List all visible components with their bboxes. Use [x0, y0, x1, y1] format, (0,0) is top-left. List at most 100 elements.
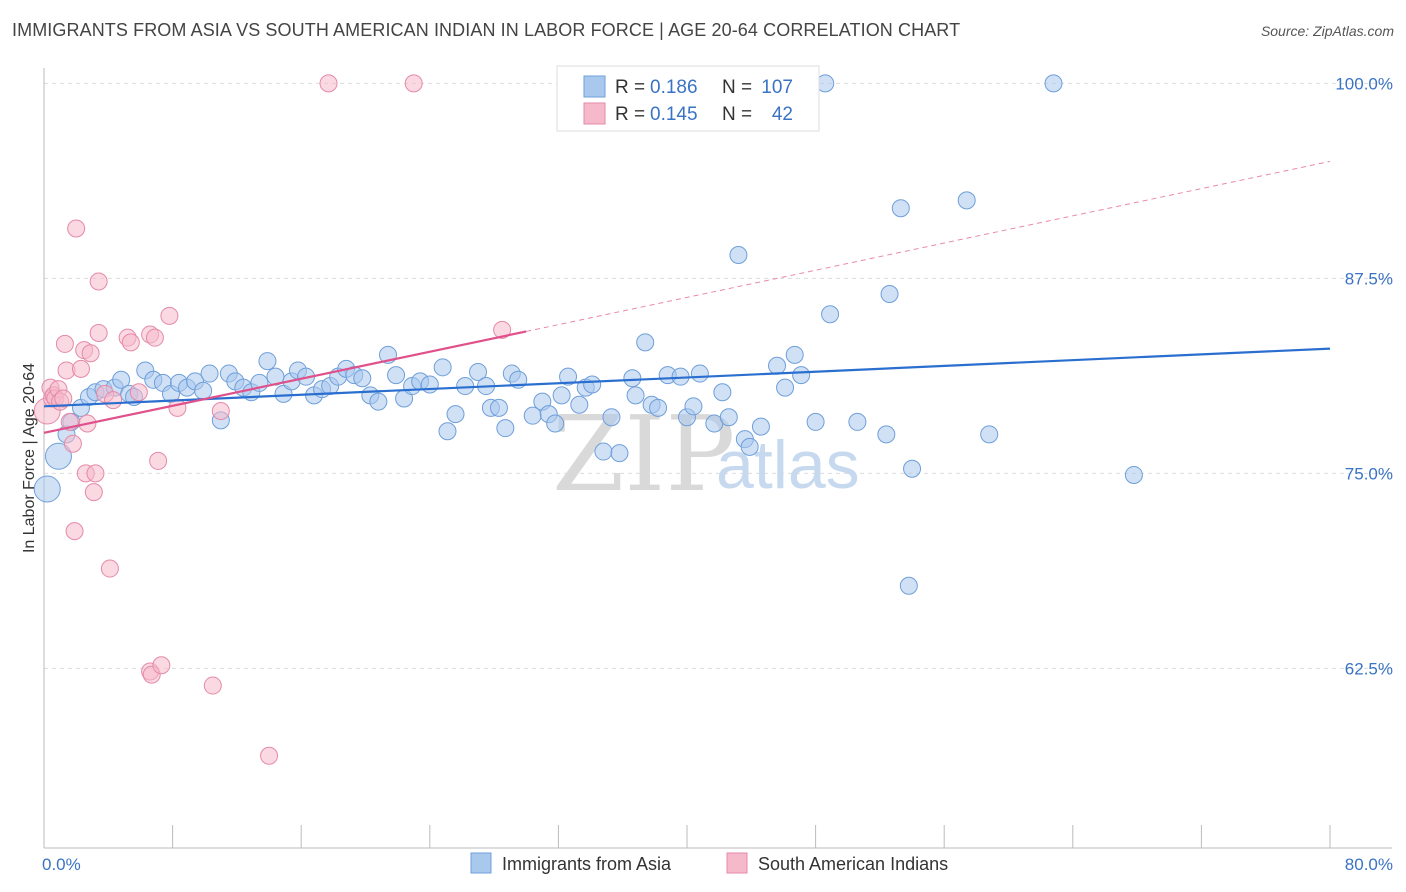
asia-point [1124, 465, 1143, 484]
south-american-indian-point [152, 656, 171, 675]
y-tick-label: 87.5% [1345, 269, 1393, 288]
axes [43, 68, 1392, 849]
stats-n-label-pink: N = [722, 104, 752, 125]
asia-point [583, 375, 602, 394]
south-american-indian-point [63, 434, 82, 453]
stats-swatch-blue [583, 75, 606, 98]
asia-point [877, 425, 896, 444]
asia-point [33, 475, 61, 503]
south-american-indian-point [71, 359, 90, 378]
asia-point [438, 422, 457, 441]
asia-point [44, 442, 72, 470]
asia-point [559, 367, 578, 386]
trend-line-extension [526, 160, 1331, 332]
y-tick-label: 62.5% [1345, 659, 1393, 678]
legend-swatch-asia [470, 852, 492, 874]
asia-point [546, 414, 565, 433]
south-american-indian-point [129, 383, 148, 402]
x-tick-label: 80.0% [1345, 855, 1393, 874]
asia-point [903, 459, 922, 478]
watermark-zip: ZIP [552, 393, 735, 515]
asia-point [899, 576, 918, 595]
south-american-indian-point [89, 272, 108, 291]
asia-point [792, 366, 811, 385]
asia-point [740, 437, 759, 456]
legend-swatch-south-american-indians [726, 852, 748, 874]
asia-point [776, 378, 795, 397]
south-american-indian-point [493, 320, 512, 339]
asia-point [684, 397, 703, 416]
asia-point [469, 363, 488, 381]
trend-line-south-american-indians [43, 330, 527, 434]
asia-point [957, 191, 976, 210]
asia-point [552, 386, 571, 405]
y-tick-label: 100.0% [1335, 74, 1393, 93]
south-american-indian-point [160, 306, 179, 325]
stats-r-value-blue: 0.186 [650, 77, 698, 98]
south-american-indian-point [404, 74, 423, 93]
south-american-indian-point [145, 328, 164, 347]
asia-point [570, 395, 589, 414]
stats-r-label-blue: R = [615, 77, 645, 98]
south-american-indian-point [168, 398, 187, 417]
south-american-indian-point [84, 483, 103, 502]
stats-n-value-blue: 107 [761, 77, 793, 98]
south-american-indian-point [104, 391, 123, 410]
y-axis-label-group: In Labor Force | Age 20-64 [21, 363, 38, 553]
asia-point [353, 369, 372, 388]
asia-point [980, 425, 999, 444]
stats-legend-box: R = 0.186 N = 107 R = 0.145 N = 42 [556, 65, 820, 132]
asia-point [420, 375, 439, 394]
south-american-indian-point [67, 219, 86, 238]
chart-title: IMMIGRANTS FROM ASIA VS SOUTH AMERICAN I… [12, 20, 961, 40]
stats-n-value-pink: 42 [772, 104, 793, 125]
south-american-indian-point [100, 559, 119, 578]
stats-n-label-blue: N = [722, 77, 752, 98]
asia-point [806, 412, 825, 431]
asia-point [369, 392, 388, 411]
south-american-indian-point [81, 344, 100, 363]
y-axis-label: In Labor Force | Age 20-64 [21, 363, 38, 553]
south-american-indian-point [260, 746, 279, 765]
south-american-indian-point [65, 522, 84, 541]
south-american-indian-point [89, 324, 108, 342]
legend-label-south-american-indians: South American Indians [758, 854, 948, 874]
asia-point [751, 417, 770, 436]
tick-labels: 100.0% 87.5% 75.0% 62.5% 0.0% 80.0% [42, 74, 1393, 874]
asia-point [690, 364, 709, 383]
source-label: Source: ZipAtlas.com [1260, 23, 1394, 39]
asia-point [880, 285, 899, 303]
bottom-legend: Immigrants from Asia South American Indi… [470, 852, 948, 874]
asia-point [602, 408, 621, 427]
asia-point [387, 366, 406, 385]
asia-point [626, 386, 645, 405]
asia-point [821, 305, 840, 324]
asia-point [112, 370, 131, 389]
asia-point [258, 352, 277, 371]
gridlines [44, 82, 1392, 669]
legend-label-asia: Immigrants from Asia [502, 854, 672, 874]
series-immigrants-from-asia [33, 74, 1143, 595]
asia-point [636, 333, 655, 352]
x-tick-label: 0.0% [42, 855, 81, 874]
asia-point [713, 383, 732, 402]
asia-point [433, 358, 452, 377]
south-american-indian-point [319, 74, 338, 93]
trend-line-asia [43, 347, 1331, 408]
series-south-american-indians [33, 74, 512, 765]
asia-point [623, 369, 642, 388]
stats-r-value-pink: 0.145 [650, 104, 698, 125]
asia-point [785, 345, 804, 364]
south-american-indian-point [121, 333, 140, 352]
asia-point [489, 398, 508, 417]
asia-point [610, 444, 629, 463]
watermark: ZIP atlas [552, 393, 860, 515]
asia-point [194, 381, 213, 400]
asia-point [446, 405, 465, 424]
asia-point [729, 246, 748, 264]
asia-point [496, 419, 515, 438]
south-american-indian-point [149, 451, 168, 470]
trend-lines [43, 160, 1331, 434]
asia-point [200, 364, 219, 383]
